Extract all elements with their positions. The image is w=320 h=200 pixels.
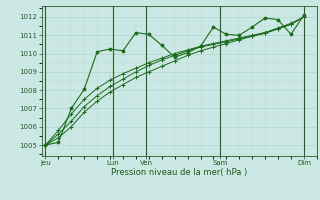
X-axis label: Pression niveau de la mer( hPa ): Pression niveau de la mer( hPa ) xyxy=(111,168,247,177)
